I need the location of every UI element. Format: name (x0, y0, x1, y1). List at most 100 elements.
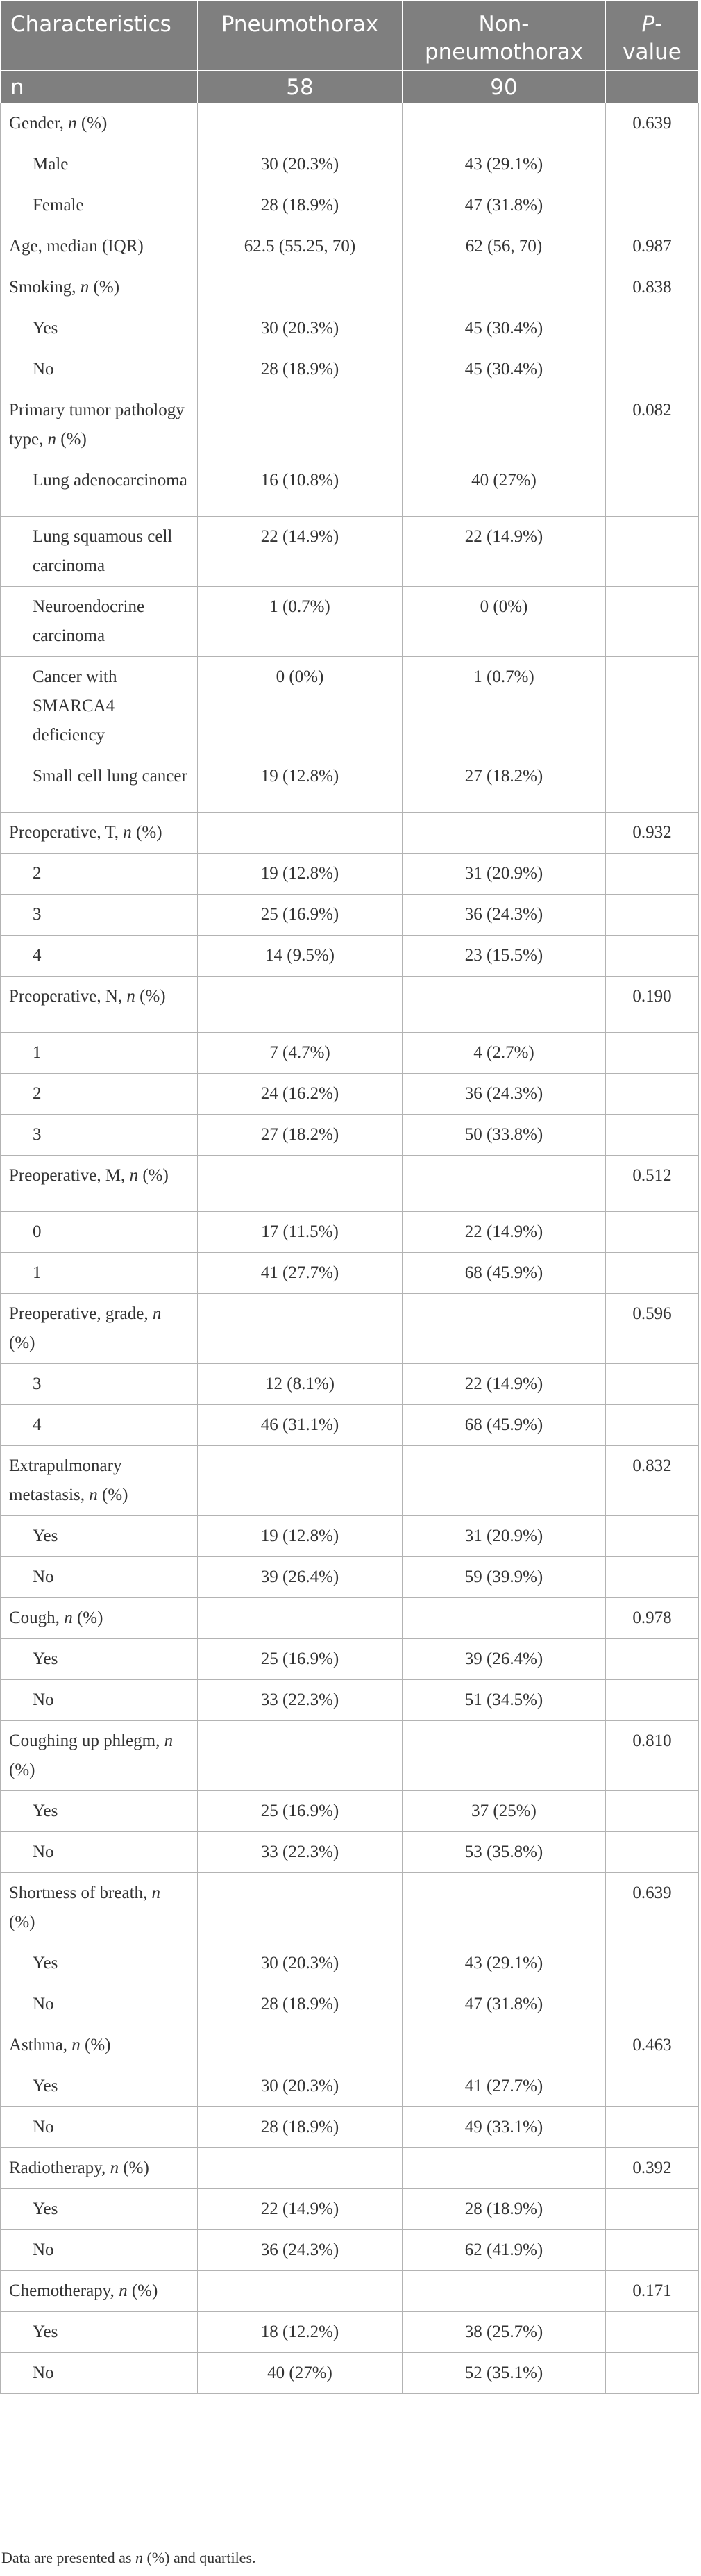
cell-pneumothorax: 33 (22.3%) (197, 1679, 403, 1721)
row-label-suffix: (%) (127, 2282, 158, 2300)
table-row: Yes 22 (14.9%) 28 (18.9%) (0, 2188, 699, 2230)
cell-p-value: 0.978 (605, 1597, 699, 1639)
row-label-text: 3 (33, 1374, 42, 1393)
cell-pneumothorax (197, 1155, 403, 1212)
cell-pneumothorax (197, 1445, 403, 1516)
row-label: Cancer with SMARCA4 deficiency (0, 656, 198, 756)
row-label: 4 (0, 935, 198, 977)
cell-pneumothorax (197, 1720, 403, 1791)
row-label: Yes (0, 1638, 198, 1680)
table-row-group: Preoperative, N, n (%) 0.190 (0, 976, 699, 1033)
cell-non-pneumothorax (402, 390, 606, 460)
row-label-suffix: (%) (138, 1166, 169, 1185)
row-label-italic: n (64, 1609, 73, 1627)
cell-p-value (605, 756, 699, 813)
row-label-text: Asthma, (9, 2036, 72, 2054)
table-row-group: Preoperative, T, n (%) 0.932 (0, 812, 699, 854)
row-label-text: 3 (33, 905, 42, 924)
row-label: 2 (0, 1073, 198, 1115)
cell-non-pneumothorax (402, 812, 606, 854)
row-label-text: Yes (33, 1527, 58, 1545)
cell-pneumothorax (197, 2270, 403, 2312)
table-row: Male 30 (20.3%) 43 (29.1%) (0, 144, 699, 185)
row-label: 3 (0, 1363, 198, 1405)
cell-p-value (605, 1831, 699, 1873)
cell-pneumothorax: 19 (12.8%) (197, 1515, 403, 1557)
n-row: n 58 90 (0, 70, 699, 103)
cell-p-value: 0.932 (605, 812, 699, 854)
row-label-italic: n (151, 1884, 161, 1902)
row-label: Male (0, 144, 198, 185)
cell-non-pneumothorax (402, 2270, 606, 2312)
table-row: 2 19 (12.8%) 31 (20.9%) (0, 853, 699, 895)
row-label-text: No (33, 1843, 54, 1861)
row-label: No (0, 1984, 198, 2025)
row-label-text: 4 (33, 1415, 42, 1434)
row-label-text: Smoking, (9, 278, 81, 297)
row-label-text: Primary tumor pathology type, (9, 401, 185, 449)
cell-p-value (605, 308, 699, 349)
table-row: 3 27 (18.2%) 50 (33.8%) (0, 1114, 699, 1156)
cell-non-pneumothorax: 68 (45.9%) (402, 1252, 606, 1294)
table-row: 3 25 (16.9%) 36 (24.3%) (0, 894, 699, 936)
row-label: Yes (0, 2188, 198, 2230)
row-label-italic: n (71, 2036, 81, 2054)
header-p-value: P-value (605, 0, 699, 71)
cell-non-pneumothorax: 45 (30.4%) (402, 349, 606, 390)
cell-non-pneumothorax: 59 (39.9%) (402, 1556, 606, 1598)
cell-pneumothorax: 28 (18.9%) (197, 2106, 403, 2148)
row-label: Preoperative, T, n (%) (0, 812, 198, 854)
cell-p-value (605, 1515, 699, 1557)
header-p-value-rest: -value (623, 12, 682, 65)
table-row: No 36 (24.3%) 62 (41.9%) (0, 2229, 699, 2271)
row-label-text: Preoperative, grade, (9, 1304, 153, 1323)
row-label: No (0, 2352, 198, 2394)
row-label: 4 (0, 1404, 198, 1446)
row-label-text: Yes (33, 1802, 58, 1820)
table-row-group: Asthma, n (%) 0.463 (0, 2025, 699, 2066)
cell-p-value (605, 1073, 699, 1115)
cell-p-value: 0.392 (605, 2147, 699, 2189)
row-label-suffix: (%) (9, 1333, 35, 1352)
row-label-text: Chemotherapy, (9, 2282, 119, 2300)
cell-p-value (605, 1790, 699, 1832)
cell-pneumothorax: 28 (18.9%) (197, 185, 403, 226)
cell-pneumothorax: 7 (4.7%) (197, 1032, 403, 1074)
cell-pneumothorax: 19 (12.8%) (197, 853, 403, 895)
cell-pneumothorax: 28 (18.9%) (197, 1984, 403, 2025)
cell-p-value (605, 516, 699, 587)
cell-p-value: 0.082 (605, 390, 699, 460)
cell-pneumothorax: 0 (0%) (197, 656, 403, 756)
table-row-group: Cough, n (%) 0.978 (0, 1597, 699, 1639)
row-label: 2 (0, 853, 198, 895)
table-row: 2 24 (16.2%) 36 (24.3%) (0, 1073, 699, 1115)
row-label: Yes (0, 2311, 198, 2353)
row-label: Yes (0, 2066, 198, 2107)
row-label: Gender, n (%) (0, 103, 198, 144)
cell-non-pneumothorax (402, 1155, 606, 1212)
row-label: Smoking, n (%) (0, 267, 198, 308)
cell-p-value: 0.838 (605, 267, 699, 308)
cell-p-value (605, 460, 699, 517)
cell-non-pneumothorax: 47 (31.8%) (402, 185, 606, 226)
table-row: Yes 30 (20.3%) 45 (30.4%) (0, 308, 699, 349)
table-row-group: Preoperative, M, n (%) 0.512 (0, 1155, 699, 1212)
table-row: No 28 (18.9%) 49 (33.1%) (0, 2106, 699, 2148)
row-label-italic: n (89, 1486, 98, 1504)
row-label-text: Lung squamous cell carcinoma (33, 527, 173, 575)
row-label-suffix: (%) (76, 114, 108, 133)
table-row: Yes 25 (16.9%) 37 (25%) (0, 1790, 699, 1832)
cell-pneumothorax (197, 1597, 403, 1639)
n-row-label: n (0, 70, 198, 103)
cell-non-pneumothorax: 27 (18.2%) (402, 756, 606, 813)
cell-pneumothorax: 14 (9.5%) (197, 935, 403, 977)
cell-pneumothorax: 19 (12.8%) (197, 756, 403, 813)
table-row: 0 17 (11.5%) 22 (14.9%) (0, 1211, 699, 1253)
cell-p-value: 0.810 (605, 1720, 699, 1791)
row-label-italic: n (126, 987, 135, 1006)
cell-pneumothorax: 22 (14.9%) (197, 2188, 403, 2230)
row-label-italic: n (68, 114, 77, 133)
table-row: Female 28 (18.9%) 47 (31.8%) (0, 185, 699, 226)
table-row-group: Radiotherapy, n (%) 0.392 (0, 2147, 699, 2189)
cell-non-pneumothorax: 4 (2.7%) (402, 1032, 606, 1074)
